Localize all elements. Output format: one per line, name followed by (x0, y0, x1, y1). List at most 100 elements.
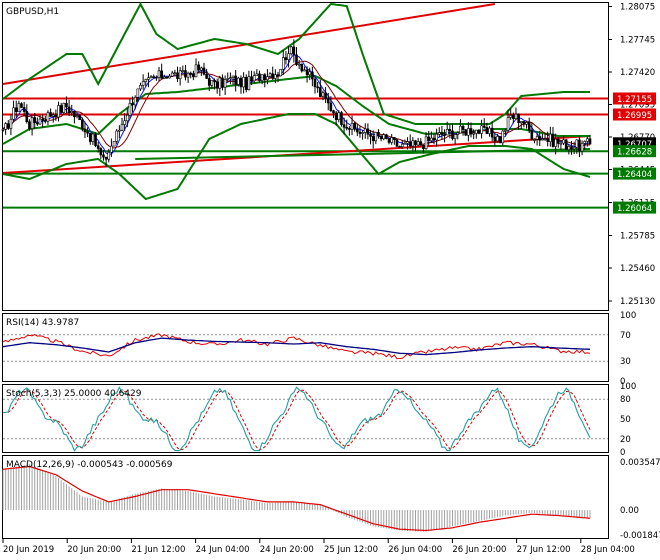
candle-body (136, 88, 140, 98)
candle-body (311, 71, 314, 80)
rsi-pane-frame (2, 313, 609, 382)
candle-body (440, 132, 444, 135)
candle-body (398, 146, 401, 148)
candle-body (469, 128, 473, 135)
macd-signal-line (2, 465, 591, 532)
candle-body (213, 79, 216, 83)
candle-body (501, 130, 505, 144)
stoch-title: Stoch(5,3,3) 25.0000 40.6429 (6, 389, 142, 399)
candle-body (110, 145, 113, 153)
candle-body (377, 132, 380, 137)
candle-body (200, 67, 203, 71)
candle-body (292, 46, 296, 56)
price-axis-tick-label: 1.25130 (620, 297, 655, 307)
candle-body (88, 132, 92, 142)
candle-body (118, 129, 121, 132)
candle-body (244, 77, 248, 90)
candle-body (194, 64, 198, 78)
candle-body (141, 81, 145, 86)
candle-body (562, 139, 565, 144)
candle-body (258, 73, 261, 81)
candle-body (152, 76, 156, 78)
rsi-average-line (2, 337, 591, 356)
candle-body (184, 70, 187, 78)
candle-body (268, 73, 272, 77)
candle-body (493, 136, 497, 142)
candle-body (96, 145, 100, 149)
candle-body (123, 120, 126, 125)
candle-body (192, 73, 195, 78)
candle-body (221, 77, 224, 88)
candle-body (588, 138, 592, 145)
candle-body (218, 77, 222, 89)
candle-body (416, 141, 420, 146)
time-axis-tick-label: 21 Jun 12:00 (131, 545, 185, 555)
candle-body (316, 86, 319, 89)
candle-body (297, 63, 301, 66)
candle-body (437, 132, 441, 135)
candle-body (472, 132, 475, 135)
candle-body (419, 141, 423, 146)
candle-body (223, 79, 227, 88)
macd-axis-tick-label: 0.003547 (620, 458, 660, 468)
candle-body (112, 141, 116, 147)
candle-body (231, 75, 235, 78)
candle-body (104, 156, 108, 160)
candle-body (519, 121, 523, 124)
candle-body (432, 137, 436, 141)
stoch-pane (2, 386, 608, 452)
candle-body (9, 118, 13, 129)
candle-body (575, 139, 579, 148)
candle-body (229, 77, 232, 79)
candle-body (570, 146, 573, 150)
candle-body (337, 112, 341, 120)
candle-body (20, 103, 23, 108)
candle-body (202, 67, 206, 75)
candle-body (83, 128, 87, 133)
macd-pane (2, 463, 591, 532)
candle-body (12, 107, 15, 120)
candle-body (583, 141, 587, 144)
candle-body (400, 143, 404, 147)
candle-body (266, 76, 269, 80)
price-axis-tick-label: 1.28075 (620, 3, 655, 13)
stoch-signal-line (2, 389, 591, 451)
candle-body (451, 130, 454, 139)
candle-body (488, 127, 491, 134)
price-tag-label-0: 1.27155 (617, 95, 652, 105)
price-tag-0 (613, 92, 656, 105)
time-axis-tick-label: 26 Jun 04:00 (388, 545, 442, 555)
candle-body (133, 97, 137, 106)
candle-body (572, 146, 576, 150)
candle-body (453, 134, 457, 139)
candle-body (477, 129, 481, 134)
candle-body (128, 103, 132, 116)
candle-body (237, 77, 240, 85)
price-tag-1 (613, 108, 656, 121)
candle-body (459, 125, 462, 134)
candle-body (22, 107, 26, 112)
candle-body (464, 129, 468, 136)
rsi-axis-tick-label: 70 (620, 331, 631, 341)
candle-body (271, 73, 275, 79)
candle-body (356, 128, 359, 133)
candle-body (340, 112, 343, 125)
candle-body (168, 75, 171, 79)
price-tag-label-1: 1.26995 (617, 111, 652, 121)
candle-body (308, 71, 312, 76)
stoch-axis-tick-label: 100 (620, 382, 636, 392)
candle-body (530, 129, 534, 140)
stoch-axis-tick-label: 80 (620, 395, 631, 405)
candle-body (139, 84, 142, 90)
candle-body (541, 138, 544, 141)
rsi-axis-tick-label: 0 (620, 377, 625, 387)
candle-body (456, 132, 460, 135)
rsi-pane (2, 333, 608, 362)
candle-body (54, 114, 58, 118)
candle-body (348, 128, 351, 130)
candle-body (287, 53, 290, 61)
candle-body (358, 131, 362, 134)
candle-body (284, 57, 288, 61)
candle-body (197, 64, 200, 71)
candle-body (14, 107, 18, 112)
